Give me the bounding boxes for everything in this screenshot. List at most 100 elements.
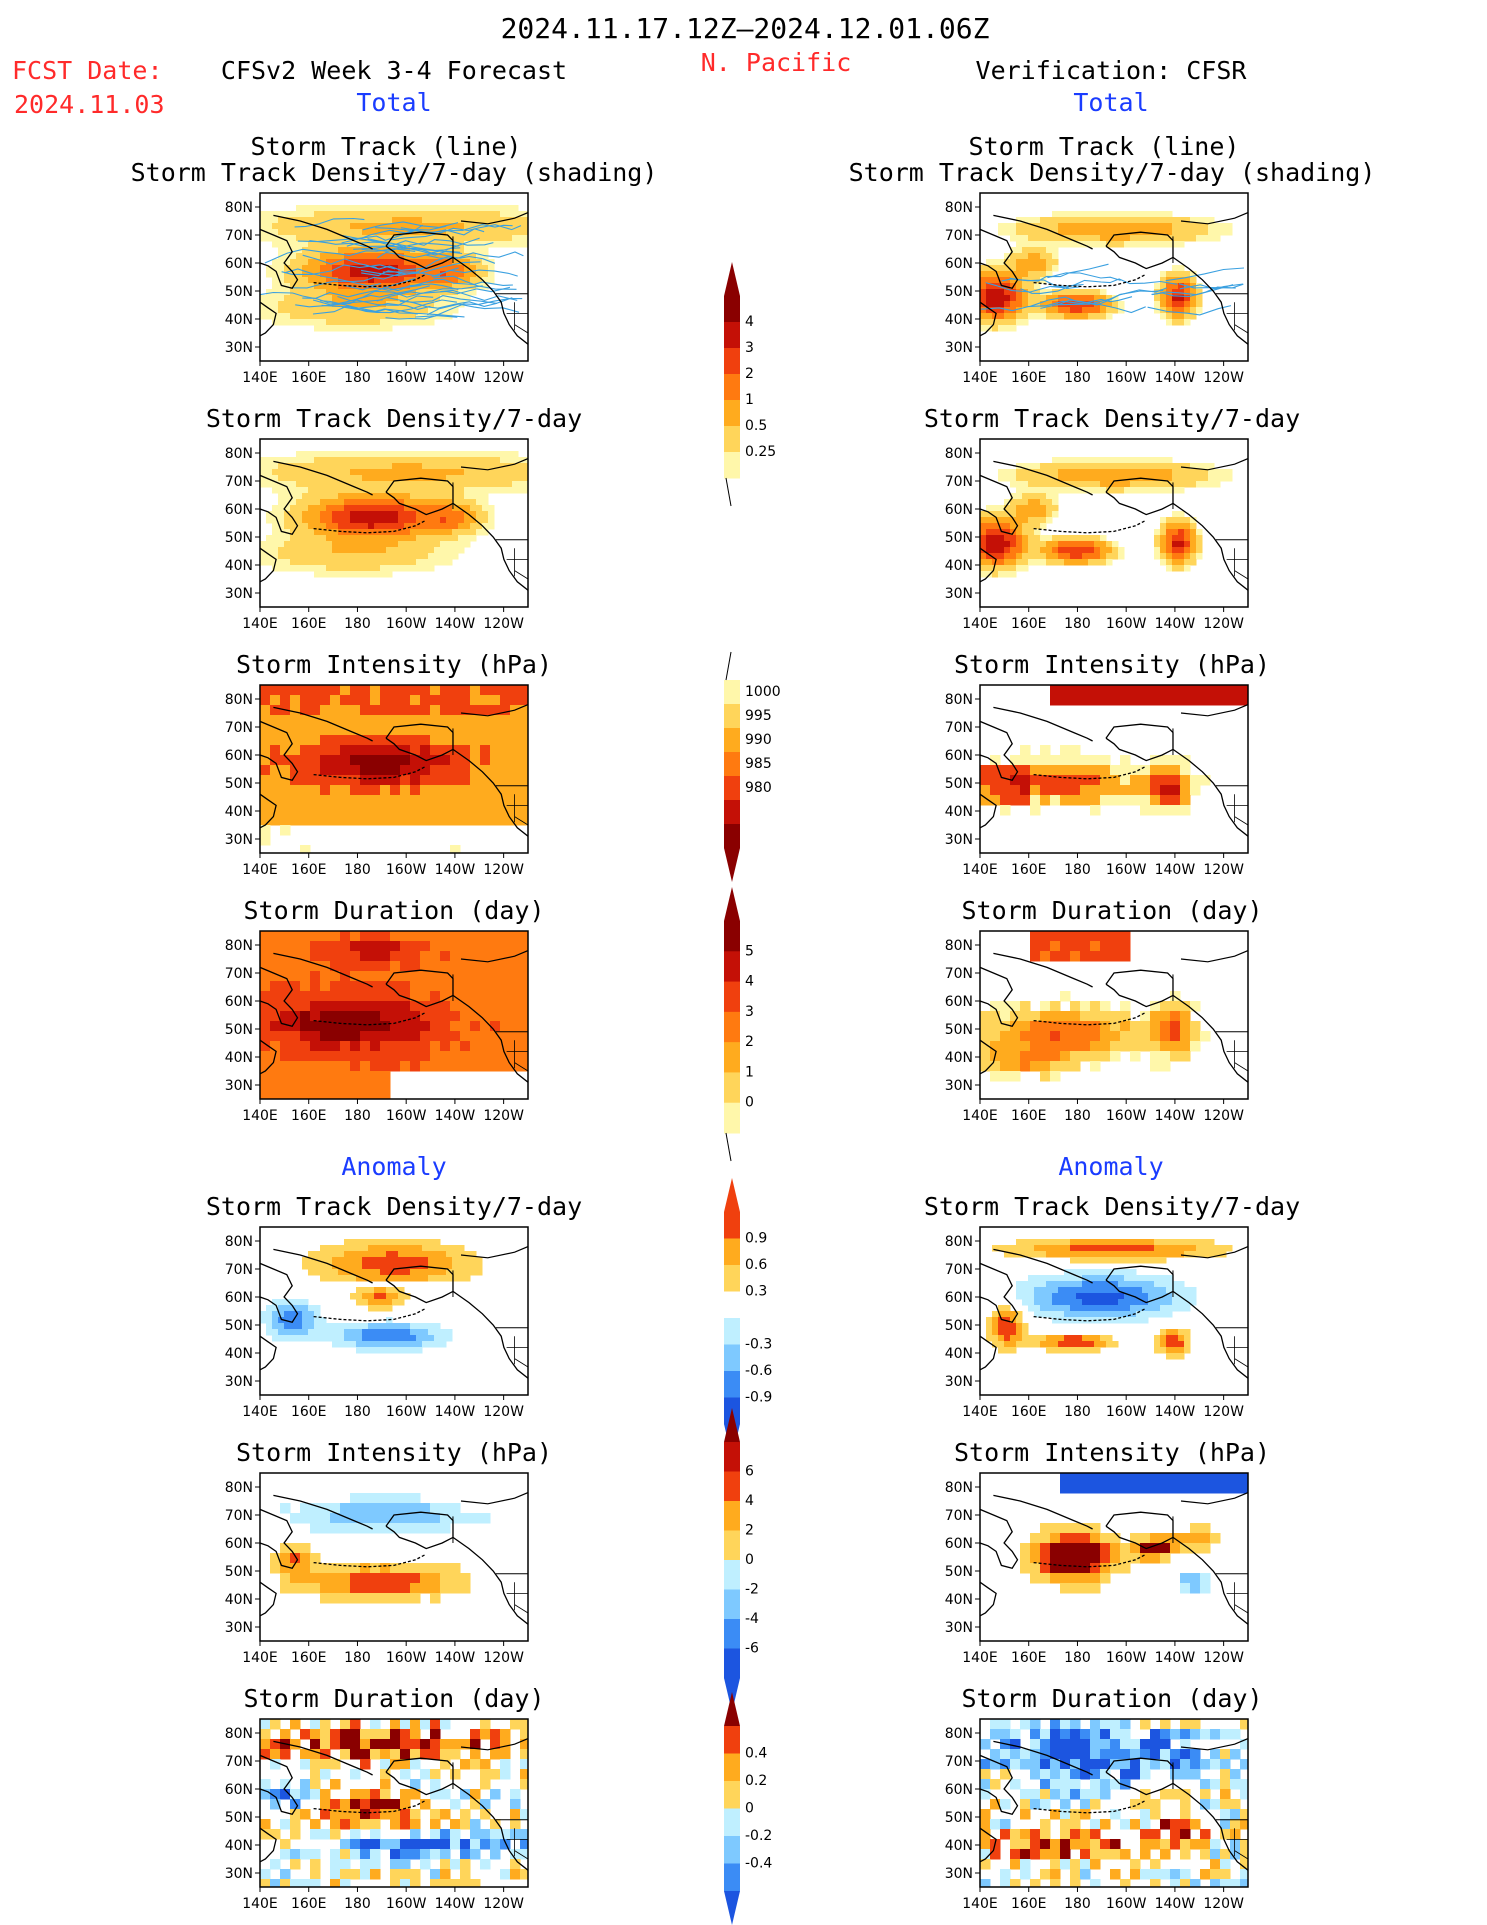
heatmap-cell — [390, 1759, 401, 1770]
heatmap-cell — [500, 745, 511, 756]
heatmap-cell — [344, 571, 351, 578]
heatmap-cell — [320, 493, 327, 500]
heatmap-cell — [1094, 535, 1101, 542]
heatmap-cell — [362, 241, 369, 248]
heatmap-cell — [284, 1329, 291, 1336]
heatmap-cell — [332, 559, 339, 566]
heatmap-cell — [1034, 1293, 1041, 1300]
heatmap-cell — [476, 211, 483, 218]
heatmap-cell — [1136, 1239, 1143, 1246]
lon-tick-label: 180 — [344, 1108, 371, 1124]
heatmap-cell — [1004, 295, 1011, 302]
heatmap-cell — [362, 487, 369, 494]
heatmap-cell — [386, 259, 393, 266]
heatmap-cell — [430, 1769, 441, 1780]
heatmap-cell — [1010, 493, 1017, 500]
heatmap-cell — [1166, 235, 1173, 242]
heatmap-cell — [440, 695, 451, 706]
heatmap-cell — [1052, 493, 1059, 500]
heatmap-cell — [380, 283, 387, 290]
heatmap-cell — [278, 1299, 285, 1306]
heatmap-cell — [266, 217, 273, 224]
heatmap-cell — [300, 1061, 311, 1072]
heatmap-cell — [404, 463, 411, 470]
heatmap-cell — [270, 1001, 281, 1012]
lat-tick-label: 80N — [945, 692, 973, 708]
heatmap-cell — [280, 1879, 291, 1887]
heatmap-cell — [350, 487, 357, 494]
heatmap-cell — [450, 1739, 461, 1750]
heatmap-cell — [1110, 775, 1121, 786]
heatmap-cell — [368, 277, 375, 284]
heatmap-cell — [410, 785, 421, 796]
heatmap-cell — [400, 1593, 411, 1604]
heatmap-cell — [428, 1269, 435, 1276]
lon-tick-label: 140E — [242, 1896, 278, 1912]
heatmap-cell — [1106, 541, 1113, 548]
storm-track-line — [260, 291, 383, 305]
heatmap-cell — [1190, 1287, 1197, 1294]
heatmap-cell — [374, 523, 381, 530]
heatmap-cell — [450, 971, 461, 982]
heatmap-cell — [416, 451, 423, 458]
heatmap-cell — [1022, 1239, 1029, 1246]
heatmap-cell — [320, 571, 327, 578]
heatmap-cell — [362, 259, 369, 266]
heatmap-cell — [1076, 313, 1083, 320]
heatmap-cell — [284, 1323, 291, 1330]
heatmap-cell — [290, 1879, 301, 1887]
heatmap-cell — [1190, 547, 1197, 554]
heatmap-cell — [410, 457, 417, 464]
heatmap-cell — [302, 499, 309, 506]
heatmap-cell — [1016, 475, 1023, 482]
heatmap-cell — [446, 241, 453, 248]
heatmap-cell — [506, 241, 513, 248]
storm-track-line — [291, 272, 403, 289]
heatmap-cell — [1160, 1275, 1167, 1282]
heatmap-cell — [1070, 931, 1081, 942]
heatmap-cell — [380, 961, 391, 972]
heatmap-cell — [338, 523, 345, 530]
heatmap-cell — [1058, 229, 1065, 236]
heatmap-cell — [1060, 685, 1071, 696]
heatmap-cell — [422, 451, 429, 458]
heatmap-cell — [308, 211, 315, 218]
heatmap-cell — [476, 469, 483, 476]
heatmap-cell — [1082, 1245, 1089, 1252]
heatmap-cell — [1040, 301, 1047, 308]
coastline-alaska — [385, 1265, 454, 1304]
heatmap-cell — [280, 1011, 291, 1022]
heatmap-cell — [1076, 1287, 1083, 1294]
heatmap-cell — [1130, 217, 1137, 224]
heatmap-cell — [1148, 1275, 1155, 1282]
heatmap-cell — [452, 289, 459, 296]
heatmap-cell — [338, 325, 345, 332]
heatmap-cell — [350, 1081, 361, 1092]
heatmap-cell — [430, 1749, 441, 1760]
heatmap-cell — [380, 795, 391, 806]
heatmap-cell — [1004, 301, 1011, 308]
heatmap-cell — [340, 705, 351, 716]
heatmap-cell — [1130, 241, 1137, 248]
heatmap-cell — [446, 523, 453, 530]
heatmap-cell — [1028, 253, 1035, 260]
heatmap-cell — [1016, 493, 1023, 500]
heatmap-cell — [1052, 253, 1059, 260]
heatmap-cell — [1196, 463, 1203, 470]
heatmap-cell — [398, 205, 405, 212]
heatmap-cell — [450, 1563, 461, 1574]
heatmap-cell — [1016, 289, 1023, 296]
heatmap-cell — [1178, 553, 1185, 560]
heatmap-cell — [320, 265, 327, 272]
heatmap-cell — [278, 307, 285, 314]
heatmap-cell — [380, 1769, 391, 1780]
heatmap-cell — [1112, 1281, 1119, 1288]
heatmap-cell — [470, 457, 477, 464]
heatmap-cell — [1178, 295, 1185, 302]
heatmap-cell — [470, 475, 477, 482]
heatmap-cell — [326, 313, 333, 320]
heatmap-cell — [296, 487, 303, 494]
heatmap-cell — [260, 1749, 271, 1760]
heatmap-cell — [1130, 481, 1137, 488]
heatmap-cell — [380, 487, 387, 494]
